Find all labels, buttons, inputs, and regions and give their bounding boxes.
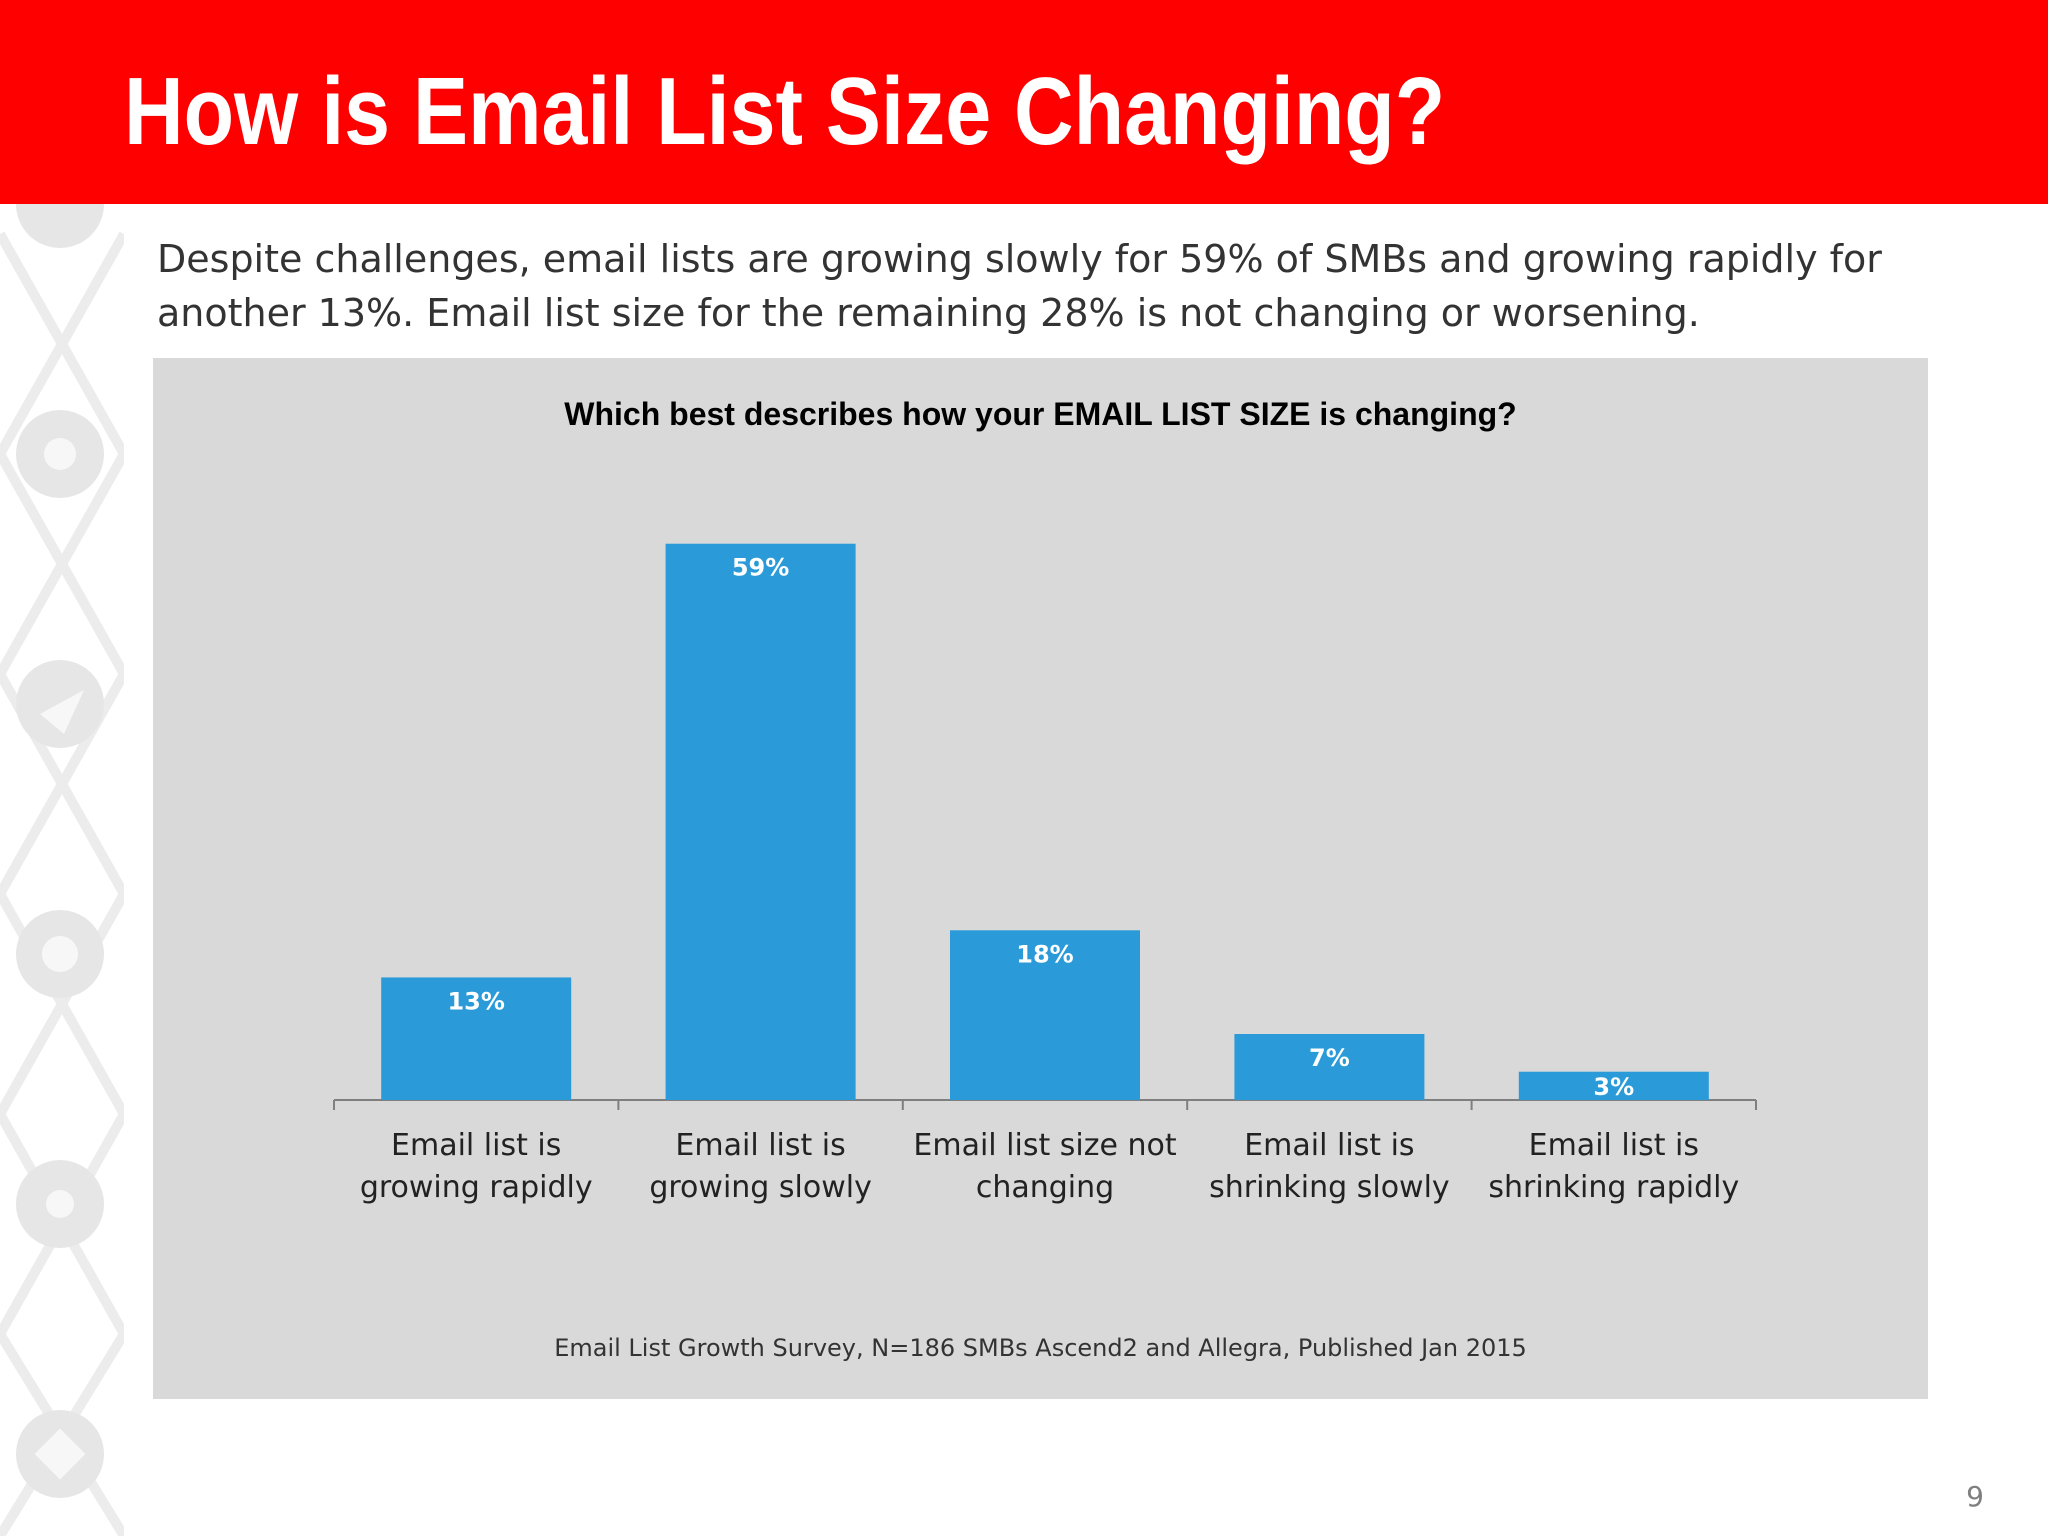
category-label: Email list is [1244, 1128, 1414, 1163]
category-label: Email list is [391, 1128, 561, 1163]
decorative-pattern [0, 204, 124, 1536]
bar [665, 543, 856, 1100]
bar [1518, 1071, 1709, 1100]
source-note: Email List Growth Survey, N=186 SMBs Asc… [554, 1334, 1527, 1362]
category-label: growing slowly [649, 1170, 871, 1205]
category-label: shrinking rapidly [1488, 1170, 1739, 1205]
category-label: growing rapidly [360, 1170, 593, 1205]
chart-title: Which best describes how your EMAIL LIST… [564, 396, 1517, 432]
slide-subtitle: Despite challenges, email lists are grow… [157, 237, 1882, 335]
bar-value-label: 59% [732, 554, 789, 582]
bar [1234, 1034, 1425, 1100]
bar-chart: 13% Email list is growing rapidly 59% Email … [333, 543, 1757, 1205]
bar-value-label: 3% [1593, 1073, 1634, 1101]
bar-value-label: 18% [1016, 940, 1073, 968]
title-banner: How is Email List Size Changing? [0, 0, 2048, 204]
bar [950, 930, 1140, 1100]
category-label: Email list size not [913, 1128, 1176, 1163]
bar-value-label: 7% [1309, 1044, 1350, 1072]
category-label: Email list is [675, 1128, 845, 1163]
page-number: 9 [1966, 1480, 1984, 1513]
category-label: changing [976, 1170, 1114, 1205]
bar [381, 977, 572, 1100]
bar-value-label: 13% [447, 987, 504, 1015]
category-label: shrinking slowly [1209, 1170, 1450, 1205]
category-label: Email list is [1529, 1128, 1699, 1163]
page-title: How is Email List Size Changing? [124, 58, 1446, 165]
chart-panel: Which best describes how your EMAIL LIST… [153, 358, 1928, 1399]
